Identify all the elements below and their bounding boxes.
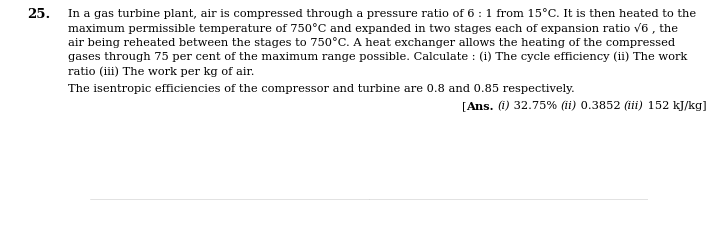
Text: 0.3852: 0.3852 <box>577 101 624 111</box>
Text: The isentropic efficiencies of the compressor and turbine are 0.8 and 0.85 respe: The isentropic efficiencies of the compr… <box>68 85 575 94</box>
Text: (ii): (ii) <box>560 101 577 111</box>
Text: 25.: 25. <box>27 8 50 21</box>
Text: Ans.: Ans. <box>466 101 493 112</box>
Text: In a gas turbine plant, air is compressed through a pressure ratio of 6 : 1 from: In a gas turbine plant, air is compresse… <box>68 8 696 19</box>
Text: 152 kJ/kg]: 152 kJ/kg] <box>644 101 706 111</box>
Text: air being reheated between the stages to 750°C. A heat exchanger allows the heat: air being reheated between the stages to… <box>68 37 675 48</box>
Text: maximum permissible temperature of 750°C and expanded in two stages each of expa: maximum permissible temperature of 750°C… <box>68 22 678 34</box>
Text: 32.75%: 32.75% <box>510 101 560 111</box>
Text: gases through 75 per cent of the maximum range possible. Calculate : (i) The cyc: gases through 75 per cent of the maximum… <box>68 52 688 62</box>
Text: [: [ <box>462 101 466 111</box>
Text: ratio (iii) The work per kg of air.: ratio (iii) The work per kg of air. <box>68 66 255 76</box>
Text: (i): (i) <box>497 101 510 111</box>
Text: (iii): (iii) <box>624 101 644 111</box>
